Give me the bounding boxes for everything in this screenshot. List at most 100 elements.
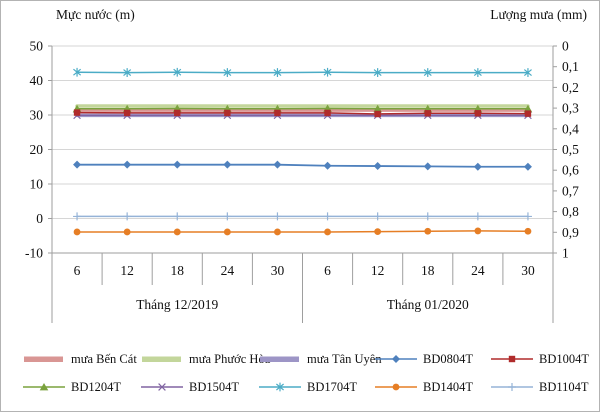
marker-circle [392, 383, 400, 391]
marker-plus [173, 212, 182, 221]
legend-swatch [375, 355, 417, 364]
legend-swatch [259, 382, 301, 392]
legend-bar-swatch [24, 356, 63, 363]
month-label: Tháng 01/2020 [387, 297, 469, 312]
marker-plus [508, 383, 516, 392]
marker-circle [274, 228, 281, 236]
left-tick-label: 50 [30, 39, 44, 54]
marker-square [274, 109, 281, 117]
marker-circle [524, 227, 532, 235]
plot-area: 50 40 30 20 10 0 -10 0 0,1 0,2 0,3 0,4 0,5 0,6 0,7 0,8 0… [25, 39, 579, 323]
legend-item-BD0804T: BD0804T [375, 353, 473, 366]
day-label: 30 [271, 263, 285, 278]
marker-square [508, 356, 516, 363]
marker-triangle [373, 104, 382, 113]
right-tick-label: 0,2 [562, 80, 579, 95]
marker-circle [173, 228, 181, 236]
marker-star [373, 68, 382, 77]
marker-star [473, 68, 482, 77]
day-label: 18 [421, 263, 435, 278]
marker-star [276, 382, 284, 392]
legend-swatch [24, 356, 63, 363]
marker-square [424, 110, 431, 117]
marker-diamond [123, 160, 132, 169]
day-label: 12 [120, 263, 134, 278]
legend-label: BD1004T [539, 352, 589, 366]
legend-label: mưa Bến Cát [71, 352, 137, 366]
marker-diamond [523, 162, 532, 171]
marker-diamond [323, 161, 332, 170]
legend-item-BD1404T: BD1404T [375, 381, 473, 394]
day-label: 6 [74, 263, 81, 278]
marker-star [323, 67, 332, 77]
left-axis-title: Mực nước (m) [56, 7, 135, 22]
marker-plus [73, 212, 82, 221]
series-line-BD0804T [76, 163, 529, 168]
right-tick-label: 0,3 [562, 101, 579, 116]
marker-star [123, 68, 132, 77]
marker-square [174, 109, 181, 117]
marker-plus [373, 212, 382, 221]
legend-item-BD1504T: BD1504T [141, 381, 239, 394]
marker-square [324, 109, 331, 117]
marker-plus [523, 212, 532, 221]
legend-swatch [23, 383, 65, 391]
day-label: 30 [521, 263, 535, 278]
legend-label: BD1504T [189, 380, 239, 394]
marker-triangle [523, 104, 533, 113]
right-tick-label: 0 [562, 39, 569, 54]
legend-item-mưa-Phước-Hòa: mưa Phước Hòa [141, 353, 270, 366]
marker-circle [424, 227, 432, 235]
left-tick-label: 20 [30, 142, 44, 157]
legend-label: mưa Phước Hòa [189, 352, 271, 366]
marker-star [223, 68, 232, 77]
day-label: 24 [221, 263, 235, 278]
legend-bar-swatch [260, 356, 299, 363]
marker-plus [273, 212, 282, 221]
legend-swatch [142, 356, 181, 363]
marker-x [158, 383, 166, 392]
left-tick-label: -10 [25, 246, 43, 261]
legend-item-mưa-Bến-Cát: mưa Bến Cát [23, 353, 137, 366]
legend-bar-swatch [142, 356, 181, 363]
month-label: Tháng 12/2019 [136, 297, 218, 312]
day-label: 24 [471, 263, 485, 278]
marker-star [523, 68, 532, 77]
left-tick-label: 10 [30, 177, 44, 192]
right-tick-label: 0,1 [562, 59, 579, 74]
right-tick-label: 0,8 [562, 204, 579, 219]
day-label: 18 [171, 263, 185, 278]
marker-star [423, 68, 432, 77]
series-line-BD1404T [76, 230, 529, 233]
marker-plus [473, 212, 482, 221]
legend-label: mưa Tân Uyên [307, 352, 382, 366]
marker-diamond [173, 160, 182, 169]
marker-diamond [373, 162, 382, 171]
marker-circle [73, 228, 81, 236]
marker-plus [123, 212, 132, 221]
right-tick-label: 0,4 [562, 121, 579, 136]
legend-label: BD1204T [71, 380, 121, 394]
legend-item-BD1004T: BD1004T [491, 353, 589, 366]
right-tick-label: 0,7 [562, 183, 579, 198]
day-label: 12 [371, 263, 385, 278]
legend-label: BD1704T [307, 380, 357, 394]
right-axis-title: Lượng mưa (mm) [490, 7, 587, 22]
legend-label: BD0804T [423, 352, 473, 366]
right-tick-label: 1 [562, 246, 569, 261]
legend-item-BD1204T: BD1204T [23, 381, 121, 394]
marker-star [73, 67, 82, 77]
marker-square [474, 110, 482, 117]
marker-diamond [73, 160, 82, 169]
marker-square [224, 109, 231, 117]
left-tick-label: 30 [30, 108, 44, 123]
marker-circle [474, 227, 482, 235]
legend-item-BD1704T: BD1704T [259, 381, 357, 394]
left-tick-label: 0 [36, 211, 43, 226]
right-tick-label: 0,5 [562, 142, 579, 157]
marker-star [173, 67, 182, 77]
right-tick-label: 0,6 [562, 163, 579, 178]
legend-swatch [375, 383, 417, 391]
marker-diamond [423, 162, 432, 171]
